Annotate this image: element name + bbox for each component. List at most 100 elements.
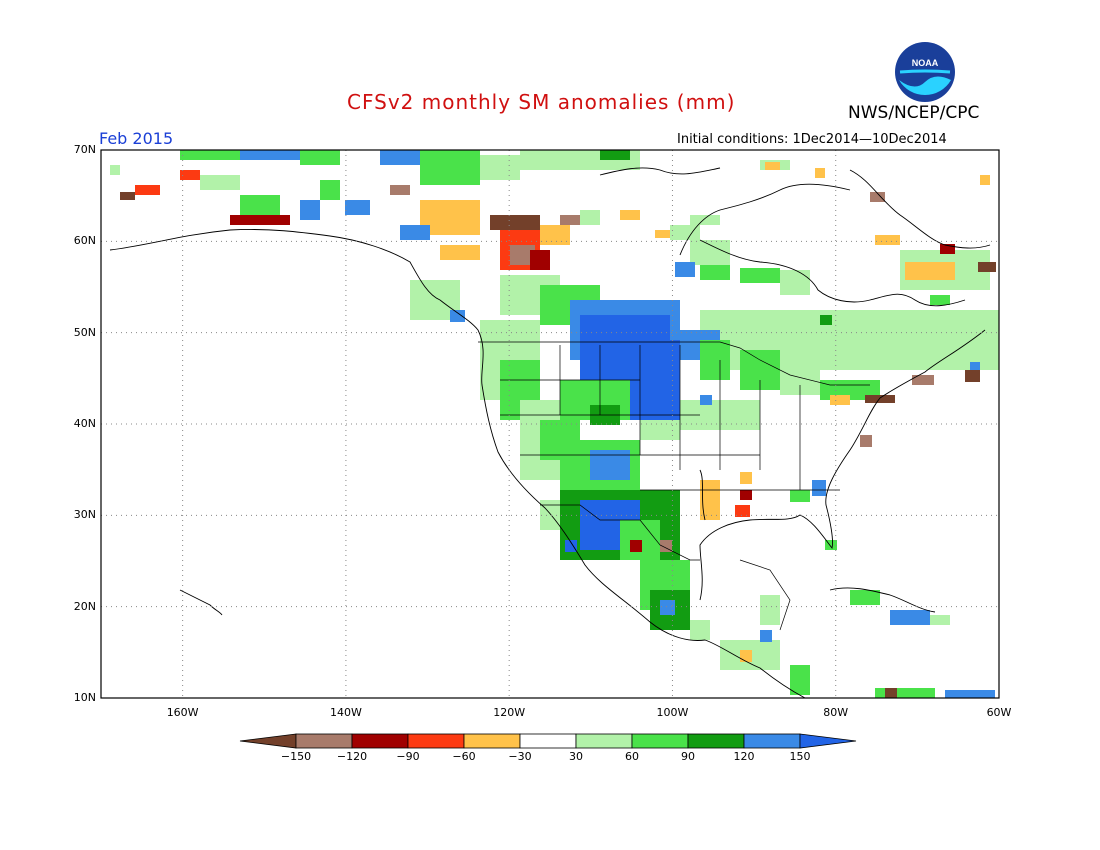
patch <box>740 490 752 500</box>
baffin <box>849 169 991 249</box>
colorbar <box>239 733 857 749</box>
patch <box>735 505 750 517</box>
patch <box>400 225 430 240</box>
initial-conditions: Initial conditions: 1Dec2014—10Dec2014 <box>677 132 947 147</box>
patch <box>820 315 832 325</box>
colorbar-swatch <box>687 733 745 749</box>
hudson-bay <box>699 239 966 307</box>
patch <box>440 245 480 260</box>
patch <box>865 395 895 403</box>
hawaii <box>179 589 223 616</box>
lat-label: 70N <box>73 143 96 156</box>
patch <box>630 540 642 552</box>
patch <box>930 295 950 305</box>
colorbar-label: −120 <box>336 750 368 763</box>
patch <box>980 175 990 185</box>
patch <box>590 450 630 480</box>
cuba <box>829 587 936 613</box>
colorbar-label: −150 <box>280 750 312 763</box>
central-america-border <box>739 559 791 631</box>
patch <box>345 200 370 215</box>
patch <box>760 630 772 642</box>
pacific-coast <box>109 229 806 698</box>
patch <box>700 265 730 280</box>
lon-label: 60W <box>986 706 1012 719</box>
lon-label: 160W <box>166 706 199 719</box>
patch <box>655 230 670 238</box>
map-frame <box>100 149 1000 699</box>
patch <box>940 244 955 254</box>
patch <box>480 155 520 180</box>
patch <box>120 192 135 200</box>
patch <box>230 215 290 225</box>
lat-label: 20N <box>73 599 96 613</box>
patch <box>700 395 712 405</box>
patch <box>740 650 752 662</box>
colorbar-swatch <box>407 733 465 749</box>
colorbar-swatch <box>351 733 409 749</box>
patch <box>765 162 780 170</box>
patch <box>110 165 120 175</box>
gulf-atlantic-coast <box>699 329 986 601</box>
colorbar-swatch <box>631 733 689 749</box>
lat-label: 30N <box>73 508 96 522</box>
patch <box>945 690 995 698</box>
lon-label: 100W <box>656 706 689 719</box>
colorbar-label: −30 <box>508 750 532 763</box>
patch <box>825 540 837 550</box>
colorbar-swatch <box>743 733 801 749</box>
patch <box>240 195 280 215</box>
patch <box>790 665 810 695</box>
patch <box>530 250 550 270</box>
colorbar-arrow-low <box>239 733 297 749</box>
patch <box>860 435 872 447</box>
lat-label: 50N <box>73 325 96 339</box>
political-borders <box>478 341 870 631</box>
patch <box>905 262 955 280</box>
patch <box>875 688 935 698</box>
patch <box>660 540 672 552</box>
us-canada-border <box>478 341 870 386</box>
patch <box>760 595 780 625</box>
patch <box>885 688 897 698</box>
patch <box>890 610 930 625</box>
patch <box>850 590 880 605</box>
patch <box>970 362 980 370</box>
patch <box>780 270 810 295</box>
colorbar-swatch <box>575 733 633 749</box>
patch <box>790 490 810 502</box>
patch <box>640 420 680 440</box>
patch <box>812 480 826 496</box>
patch <box>740 472 752 484</box>
colorbar-arrow-high <box>799 733 857 749</box>
noaa-logo: NOAA <box>895 42 955 102</box>
colorbar-label: 120 <box>733 750 755 763</box>
colorbar-swatch <box>519 733 577 749</box>
agency-label: NWS/NCEP/CPC <box>848 103 980 123</box>
patch <box>450 310 465 322</box>
patch <box>510 245 535 265</box>
patch <box>660 600 675 615</box>
patch <box>565 540 577 552</box>
anomaly-patches <box>110 150 999 698</box>
colorbar-label: −60 <box>452 750 476 763</box>
patch <box>830 395 850 405</box>
patch <box>300 200 320 220</box>
patch <box>675 262 695 277</box>
patch <box>930 615 950 625</box>
colorbar-swatch <box>295 733 353 749</box>
patch <box>870 192 885 202</box>
patch <box>300 150 340 165</box>
patch <box>690 620 710 640</box>
patch <box>200 175 240 190</box>
patch <box>320 180 340 200</box>
logo-text: NOAA <box>912 58 939 68</box>
patch <box>690 215 720 225</box>
state-lines <box>500 345 840 491</box>
forecast-month: Feb 2015 <box>99 129 174 148</box>
patch <box>135 185 160 195</box>
lon-label: 80W <box>823 706 849 719</box>
lat-label: 10N <box>73 691 96 704</box>
patch <box>380 150 420 165</box>
patch <box>912 375 934 385</box>
